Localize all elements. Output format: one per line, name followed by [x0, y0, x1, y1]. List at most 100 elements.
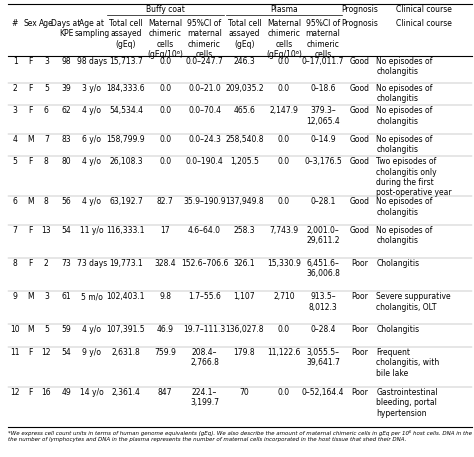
- Text: Cholangitis: Cholangitis: [376, 325, 419, 335]
- Text: 73 days: 73 days: [77, 259, 107, 268]
- Text: 258,540.8: 258,540.8: [225, 135, 264, 143]
- Text: 3: 3: [44, 292, 49, 301]
- Text: 1: 1: [13, 57, 18, 66]
- Text: 0.0: 0.0: [278, 325, 290, 335]
- Text: 246.3: 246.3: [234, 57, 255, 66]
- Text: 15,713.7: 15,713.7: [109, 57, 143, 66]
- Text: 4 y/o: 4 y/o: [82, 106, 101, 115]
- Text: Buffy coat: Buffy coat: [146, 5, 185, 14]
- Text: 5 m/o: 5 m/o: [81, 292, 103, 301]
- Text: 158,799.9: 158,799.9: [107, 135, 145, 143]
- Text: Days at
KPE: Days at KPE: [51, 19, 81, 38]
- Text: 2: 2: [13, 84, 18, 93]
- Text: Sex: Sex: [23, 19, 37, 28]
- Text: 73: 73: [61, 259, 71, 268]
- Text: 0.0: 0.0: [159, 157, 171, 166]
- Text: 4.6–64.0: 4.6–64.0: [188, 226, 221, 234]
- Text: 8: 8: [44, 157, 49, 166]
- Text: 59: 59: [61, 325, 71, 335]
- Text: 3,055.5–
39,641.7: 3,055.5– 39,641.7: [306, 348, 340, 367]
- Text: 54: 54: [61, 226, 71, 234]
- Text: Maternal
chimeric
cells
(gEq/10⁶): Maternal chimeric cells (gEq/10⁶): [266, 19, 302, 59]
- Text: 7,743.9: 7,743.9: [269, 226, 299, 234]
- Text: M: M: [27, 325, 34, 335]
- Text: M: M: [27, 135, 34, 143]
- Text: 1.7–55.6: 1.7–55.6: [188, 292, 221, 301]
- Text: #: #: [12, 19, 18, 28]
- Text: 46.9: 46.9: [157, 325, 174, 335]
- Text: 179.8: 179.8: [234, 348, 255, 357]
- Text: 0.0: 0.0: [159, 106, 171, 115]
- Text: 35.9–190.9: 35.9–190.9: [183, 197, 226, 206]
- Text: Frequent
cholangitis, with
bile lake: Frequent cholangitis, with bile lake: [376, 348, 439, 377]
- Text: 15,330.9: 15,330.9: [267, 259, 301, 268]
- Text: 17: 17: [160, 226, 170, 234]
- Text: 6: 6: [13, 197, 18, 206]
- Text: 11: 11: [10, 348, 20, 357]
- Text: 5: 5: [44, 84, 49, 93]
- Text: 9: 9: [13, 292, 18, 301]
- Text: 2,710: 2,710: [273, 292, 295, 301]
- Text: 63,192.7: 63,192.7: [109, 197, 143, 206]
- Text: 98: 98: [61, 57, 71, 66]
- Text: No episodes of
cholangitis: No episodes of cholangitis: [376, 226, 433, 245]
- Text: 98 days: 98 days: [77, 57, 107, 66]
- Text: 95%CI of
maternal
chimeric
cells: 95%CI of maternal chimeric cells: [187, 19, 222, 59]
- Text: F: F: [28, 157, 32, 166]
- Text: 0–28.4: 0–28.4: [310, 325, 336, 335]
- Text: 116,333.1: 116,333.1: [107, 226, 145, 234]
- Text: No episodes of
cholangitis: No episodes of cholangitis: [376, 135, 433, 154]
- Text: 8: 8: [44, 197, 49, 206]
- Text: 7: 7: [44, 135, 49, 143]
- Text: 6 y/o: 6 y/o: [82, 135, 101, 143]
- Text: 1,205.5: 1,205.5: [230, 157, 259, 166]
- Text: Good: Good: [349, 135, 369, 143]
- Text: 3: 3: [44, 57, 49, 66]
- Text: 0.0: 0.0: [278, 388, 290, 397]
- Text: 19,773.1: 19,773.1: [109, 259, 143, 268]
- Text: 0.0: 0.0: [278, 197, 290, 206]
- Text: Good: Good: [349, 106, 369, 115]
- Text: F: F: [28, 84, 32, 93]
- Text: 1,107: 1,107: [234, 292, 255, 301]
- Text: 208.4–
2,766.8: 208.4– 2,766.8: [190, 348, 219, 367]
- Text: 0.0: 0.0: [278, 135, 290, 143]
- Text: Poor: Poor: [351, 348, 368, 357]
- Text: 7: 7: [13, 226, 18, 234]
- Text: 3: 3: [13, 106, 18, 115]
- Text: 80: 80: [61, 157, 71, 166]
- Text: Total cell
assayed
(gEq): Total cell assayed (gEq): [109, 19, 143, 49]
- Text: 4 y/o: 4 y/o: [82, 197, 101, 206]
- Text: 10: 10: [10, 325, 20, 335]
- Text: 39: 39: [61, 84, 71, 93]
- Text: 0.0–24.3: 0.0–24.3: [188, 135, 221, 143]
- Text: 26,108.3: 26,108.3: [109, 157, 143, 166]
- Text: 326.1: 326.1: [234, 259, 255, 268]
- Text: 847: 847: [158, 388, 173, 397]
- Text: 4 y/o: 4 y/o: [82, 157, 101, 166]
- Text: 759.9: 759.9: [155, 348, 176, 357]
- Text: 4: 4: [13, 135, 18, 143]
- Text: Poor: Poor: [351, 259, 368, 268]
- Text: 152.6–706.6: 152.6–706.6: [181, 259, 228, 268]
- Text: 13: 13: [42, 226, 51, 234]
- Text: F: F: [28, 106, 32, 115]
- Text: No episodes of
cholangitis: No episodes of cholangitis: [376, 57, 433, 76]
- Text: F: F: [28, 388, 32, 397]
- Text: 11 y/o: 11 y/o: [80, 226, 104, 234]
- Text: 56: 56: [61, 197, 71, 206]
- Text: No episodes of
cholangitis: No episodes of cholangitis: [376, 197, 433, 217]
- Text: Prognosis: Prognosis: [341, 5, 378, 14]
- Text: Good: Good: [349, 197, 369, 206]
- Text: Clinical course: Clinical course: [396, 5, 452, 14]
- Text: 2,631.8: 2,631.8: [111, 348, 140, 357]
- Text: 0.0: 0.0: [159, 135, 171, 143]
- Text: 12: 12: [42, 348, 51, 357]
- Text: 465.6: 465.6: [234, 106, 255, 115]
- Text: F: F: [28, 348, 32, 357]
- Text: Gastrointestinal
bleeding, portal
hypertension: Gastrointestinal bleeding, portal hypert…: [376, 388, 438, 418]
- Text: 3 y/o: 3 y/o: [82, 84, 101, 93]
- Text: 913.5–
8,012.3: 913.5– 8,012.3: [309, 292, 337, 312]
- Text: 107,391.5: 107,391.5: [107, 325, 145, 335]
- Text: Maternal
chimeric
cells
(gEq/10⁶): Maternal chimeric cells (gEq/10⁶): [147, 19, 183, 59]
